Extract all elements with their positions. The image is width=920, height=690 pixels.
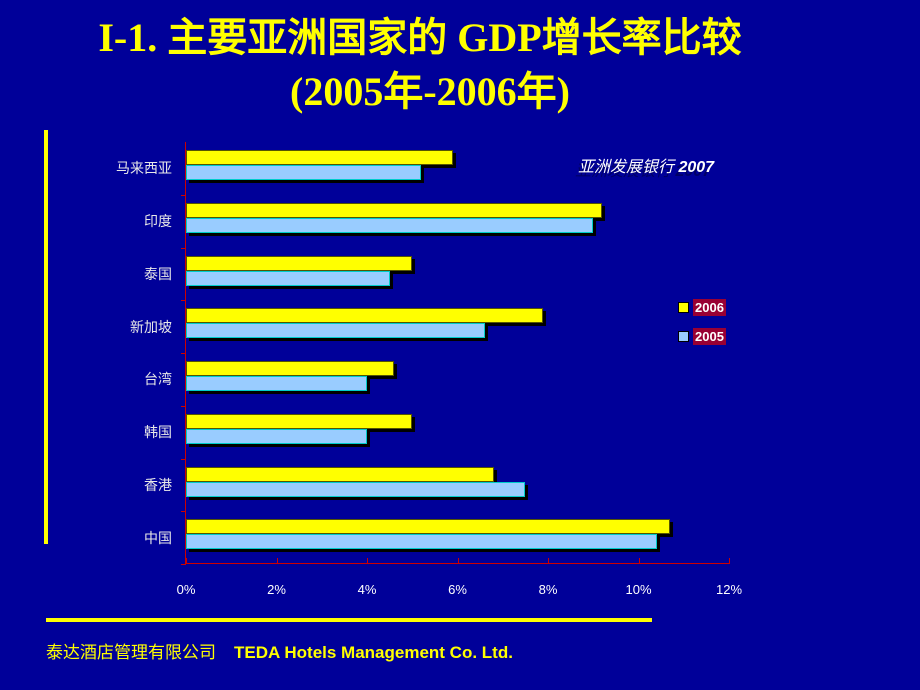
bar-2005 <box>186 270 390 286</box>
category-label: 印度 <box>144 215 172 231</box>
legend-item-2005: 2005 <box>678 328 726 346</box>
category-label: 马来西亚 <box>116 162 172 178</box>
category-label: 香港 <box>144 478 172 494</box>
bar-2005 <box>186 217 594 233</box>
footer: 泰达酒店管理有限公司 TEDA Hotels Management Co. Ltd… <box>46 638 513 663</box>
x-tick-label: 0% <box>176 582 196 597</box>
source-text: 亚洲发展银行 <box>578 159 675 176</box>
bar-2006 <box>186 150 453 165</box>
category-label: 泰国 <box>144 267 172 283</box>
x-tick <box>638 558 640 564</box>
category-label: 台湾 <box>144 373 172 389</box>
x-tick-label: 4% <box>357 582 377 597</box>
source-note: 亚洲发展银行 2007 <box>578 153 714 177</box>
x-tick <box>457 558 459 564</box>
y-tick <box>181 300 186 302</box>
x-tick-label: 6% <box>448 582 467 597</box>
slide-subtitle: (2005年-2006年) <box>290 69 570 114</box>
bar-2006 <box>186 308 544 324</box>
x-tick-label: 8% <box>538 582 558 597</box>
footer-divider <box>46 618 652 622</box>
x-tick <box>548 558 549 564</box>
footer-company-cn: 泰达酒店管理有限公司 <box>46 643 216 662</box>
legend-swatch-2005 <box>678 331 689 343</box>
legend-label-2005: 2005 <box>693 328 726 346</box>
bar-2006 <box>186 202 603 218</box>
source-year: 2007 <box>678 159 715 176</box>
legend-label-2006: 2006 <box>693 299 726 317</box>
x-tick <box>367 558 368 564</box>
slide-title: I-1. 主要亚洲国家的 GDP增长率比较 <box>98 15 742 60</box>
decorative-vertical-bar <box>44 130 48 544</box>
y-tick <box>181 247 186 249</box>
legend-swatch-2006 <box>678 302 689 314</box>
y-tick <box>181 194 186 196</box>
category-label: 韩国 <box>144 426 172 442</box>
footer-company-en: TEDA Hotels Management Co. Ltd. <box>234 643 513 662</box>
y-tick <box>181 405 186 407</box>
bar-2006 <box>186 413 413 429</box>
bar-2006 <box>186 519 671 535</box>
x-tick-label: 2% <box>267 582 286 597</box>
bar-2005 <box>186 376 367 391</box>
y-tick <box>181 511 186 513</box>
bar-2005 <box>186 428 367 444</box>
bar-2006 <box>186 361 395 376</box>
x-tick-label: 12% <box>715 582 743 597</box>
y-tick <box>181 353 186 354</box>
bar-2005 <box>186 323 485 339</box>
bar-2005 <box>186 481 526 497</box>
x-tick <box>186 558 187 564</box>
category-label: 新加坡 <box>130 320 172 336</box>
x-tick <box>276 558 278 564</box>
category-label: 中国 <box>144 531 172 547</box>
bar-2006 <box>186 255 413 271</box>
legend-item-2006: 2006 <box>678 299 726 317</box>
bar-2006 <box>186 466 494 482</box>
y-tick <box>181 564 186 565</box>
x-tick-label: 10% <box>625 582 652 597</box>
bar-2005 <box>186 165 422 180</box>
bar-2005 <box>186 534 657 550</box>
x-tick <box>729 558 730 564</box>
y-tick <box>181 458 186 460</box>
